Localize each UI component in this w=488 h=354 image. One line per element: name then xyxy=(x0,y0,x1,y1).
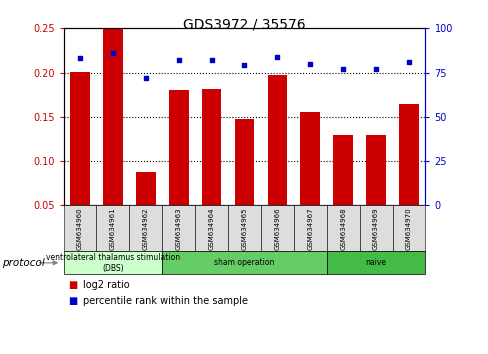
Text: percentile rank within the sample: percentile rank within the sample xyxy=(83,296,247,306)
Bar xyxy=(202,89,221,205)
Text: GSM634967: GSM634967 xyxy=(306,207,313,250)
Text: GDS3972 / 35576: GDS3972 / 35576 xyxy=(183,18,305,32)
Text: GSM634961: GSM634961 xyxy=(110,207,116,250)
Text: ventrolateral thalamus stimulation
(DBS): ventrolateral thalamus stimulation (DBS) xyxy=(46,253,180,273)
Bar xyxy=(267,75,286,205)
Point xyxy=(76,56,84,61)
Text: naive: naive xyxy=(365,258,386,267)
Point xyxy=(306,61,314,67)
Bar xyxy=(70,72,90,205)
Point xyxy=(109,50,117,56)
Text: ■: ■ xyxy=(68,280,78,290)
Text: GSM634970: GSM634970 xyxy=(405,207,411,250)
Point xyxy=(371,66,379,72)
Text: sham operation: sham operation xyxy=(214,258,274,267)
Bar xyxy=(366,135,385,205)
Bar xyxy=(333,135,352,205)
Text: GSM634968: GSM634968 xyxy=(340,207,346,250)
Bar xyxy=(234,119,254,205)
Point xyxy=(174,57,182,63)
Point xyxy=(142,75,149,81)
Text: GSM634969: GSM634969 xyxy=(372,207,378,250)
Text: GSM634960: GSM634960 xyxy=(77,207,83,250)
Text: GSM634965: GSM634965 xyxy=(241,207,247,250)
Text: ■: ■ xyxy=(68,296,78,306)
Text: protocol: protocol xyxy=(2,258,45,268)
Point xyxy=(339,66,346,72)
Text: GSM634963: GSM634963 xyxy=(175,207,182,250)
Point xyxy=(404,59,412,65)
Bar xyxy=(103,29,122,205)
Bar xyxy=(398,104,418,205)
Bar xyxy=(136,172,155,205)
Point xyxy=(240,63,248,68)
Text: log2 ratio: log2 ratio xyxy=(83,280,129,290)
Bar xyxy=(300,112,320,205)
Point xyxy=(207,57,215,63)
Bar xyxy=(168,90,188,205)
Text: GSM634962: GSM634962 xyxy=(142,207,148,250)
Text: GSM634964: GSM634964 xyxy=(208,207,214,250)
Point xyxy=(273,54,281,59)
Text: GSM634966: GSM634966 xyxy=(274,207,280,250)
